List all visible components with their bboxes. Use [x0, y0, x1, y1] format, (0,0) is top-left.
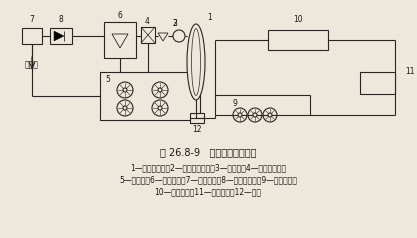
Bar [100, 72, 200, 120]
Bar [22, 28, 42, 44]
Circle shape [158, 88, 162, 92]
Text: 图 26.8-9   气压罐定压原理图: 图 26.8-9 气压罐定压原理图 [160, 147, 256, 157]
Text: 5—补水泵；6—软化水筱；7—软化设备；8—倒流防止器；9—循环水泵；: 5—补水泵；6—软化水筱；7—软化设备；8—倒流防止器；9—循环水泵； [119, 175, 297, 184]
Text: 11: 11 [405, 68, 415, 76]
Circle shape [123, 88, 127, 92]
Bar [50, 28, 72, 44]
Text: 1: 1 [208, 13, 212, 21]
Circle shape [238, 113, 242, 117]
Text: 12: 12 [192, 124, 202, 134]
Text: 7: 7 [30, 15, 35, 25]
Ellipse shape [187, 24, 205, 100]
Text: 8: 8 [59, 15, 63, 25]
Bar [360, 72, 395, 94]
Text: 接给水: 接给水 [25, 60, 39, 69]
Text: 5: 5 [106, 75, 111, 84]
Text: 4: 4 [145, 16, 149, 25]
Text: 2: 2 [173, 20, 177, 29]
Bar [104, 22, 136, 58]
Bar [141, 27, 155, 43]
Bar [268, 30, 328, 50]
Circle shape [268, 113, 272, 117]
Text: 6: 6 [118, 10, 123, 20]
Circle shape [158, 106, 162, 110]
Text: 10—末端用户；11—冷、热源；12—水表: 10—末端用户；11—冷、热源；12—水表 [155, 188, 261, 197]
Circle shape [173, 30, 185, 42]
Bar [190, 113, 204, 123]
Text: 3: 3 [173, 20, 178, 29]
Text: 10: 10 [293, 15, 303, 25]
Text: 1—囊式气压罐；2—电接点压力表；3—安全阀；4—泄水电磁鄀；: 1—囊式气压罐；2—电接点压力表；3—安全阀；4—泄水电磁鄀； [130, 164, 286, 173]
Text: 9: 9 [233, 99, 237, 108]
Polygon shape [54, 31, 64, 41]
Circle shape [253, 113, 257, 117]
Circle shape [123, 106, 127, 110]
